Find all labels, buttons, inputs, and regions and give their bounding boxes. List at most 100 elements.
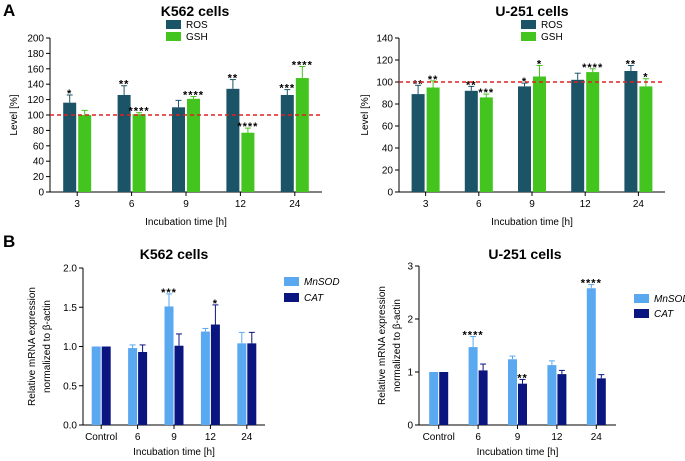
significance-marker: * — [213, 298, 218, 310]
legend-label-mnsod: MnSOD — [654, 294, 685, 305]
bar-gsh-24 — [639, 86, 653, 192]
x-tick-label: 12 — [205, 432, 217, 443]
legend-label-ros: ROS — [186, 20, 208, 31]
bar-ros-24 — [280, 94, 294, 192]
significance-marker: **** — [463, 329, 484, 341]
y-tick-label: 2 — [407, 315, 413, 326]
significance-marker: **** — [292, 59, 313, 71]
x-tick-label: 9 — [515, 432, 521, 443]
y-tick-label: 20 — [33, 172, 45, 183]
x-axis-label: Incubation time [h] — [145, 217, 227, 228]
significance-marker: ** — [626, 59, 637, 71]
x-tick-label: Control — [423, 432, 455, 443]
x-axis-label: Incubation time [h] — [133, 447, 215, 458]
bar-mnsod-6 — [128, 348, 138, 425]
bar-mnsod-12 — [200, 331, 210, 425]
bar-mnsod-9 — [508, 359, 517, 425]
bar-ros-24 — [624, 71, 638, 192]
bar-gsh-3 — [426, 87, 440, 192]
y-axis-label: Relative mRNA expression — [377, 286, 388, 405]
y-tick-label: 60 — [382, 122, 394, 133]
legend-swatch-gsh — [166, 32, 181, 41]
legend-label-gsh: GSH — [186, 32, 208, 43]
y-axis-label: Level [%] — [9, 94, 20, 135]
significance-marker: ** — [413, 78, 424, 90]
bar-cat-24 — [247, 343, 257, 425]
significance-marker: ** — [466, 79, 477, 91]
bar-cat-6 — [478, 370, 488, 425]
y-tick-label: 180 — [27, 49, 44, 60]
chart-k562-mrna: K562 cells 0.0 0.5 1.0 1.5 2.0 Relative mRNA e… — [27, 246, 340, 458]
bar-ros-12 — [226, 88, 240, 192]
bar-cat-6 — [138, 351, 148, 425]
y-tick-label: 200 — [27, 34, 44, 45]
y-tick-label: 80 — [33, 126, 45, 137]
x-tick-label: 9 — [183, 199, 189, 210]
significance-marker: **** — [581, 278, 602, 290]
bar-gsh-24 — [295, 78, 309, 192]
bar-gsh-12 — [586, 72, 600, 192]
x-axis-label: Incubation time [h] — [477, 447, 559, 458]
y-axis-label: normalized to β-actin — [42, 300, 53, 393]
x-tick-label: 3 — [423, 199, 429, 210]
legend-label-cat: CAT — [654, 309, 674, 320]
y-tick-label: 20 — [382, 166, 394, 177]
bar-mnsod-control — [429, 372, 439, 425]
bar-ros-6 — [464, 90, 478, 192]
panel-letter-b: B — [3, 232, 15, 251]
y-axis-label: normalized to β-actin — [392, 299, 403, 392]
significance-marker: ** — [119, 79, 130, 91]
significance-marker: ** — [228, 73, 239, 85]
y-tick-label: 0 — [407, 421, 413, 432]
bar-ros-12 — [571, 79, 585, 192]
y-tick-label: 3 — [407, 262, 413, 273]
y-tick-label: 100 — [376, 78, 393, 89]
y-axis-label: Level [%] — [360, 94, 371, 135]
bar-gsh-9 — [533, 76, 546, 192]
bar-gsh-9 — [187, 98, 200, 192]
bar-cat-12 — [210, 324, 220, 425]
bar-mnsod-control — [91, 346, 101, 425]
x-tick-label: 12 — [580, 199, 592, 210]
x-tick-label: 6 — [129, 199, 135, 210]
y-tick-label: 100 — [27, 111, 44, 122]
bar-gsh-12 — [241, 132, 255, 192]
y-tick-label: 0 — [38, 188, 44, 199]
y-tick-label: 2.0 — [63, 264, 77, 275]
bar-mnsod-9 — [164, 306, 174, 425]
x-tick-label: 9 — [171, 432, 177, 443]
chart-title: K562 cells — [161, 3, 230, 19]
significance-marker: *** — [161, 287, 177, 299]
chart-title: U-251 cells — [488, 246, 561, 262]
significance-marker: ** — [517, 372, 528, 384]
x-tick-label: 24 — [241, 432, 253, 443]
significance-marker: ** — [428, 74, 439, 86]
x-axis-label: Incubation time [h] — [491, 217, 573, 228]
significance-marker: * — [537, 59, 542, 71]
chart-title: K562 cells — [140, 246, 209, 262]
x-tick-label: 6 — [476, 199, 482, 210]
chart-u251-ros-gsh: U-251 cells 0 20 40 60 80 100 120 140 Level [%] In… — [360, 3, 665, 228]
significance-marker: *** — [478, 87, 494, 99]
legend-label-cat: CAT — [304, 293, 324, 304]
y-tick-label: 140 — [27, 80, 44, 91]
bar-ros-9 — [172, 107, 185, 192]
panel-letter-a: A — [3, 1, 15, 20]
bar-cat-control — [439, 372, 449, 425]
significance-marker: * — [67, 88, 72, 100]
bar-mnsod-6 — [468, 347, 478, 425]
legend-swatch-mnsod — [284, 277, 299, 286]
bar-mnsod-24 — [586, 288, 596, 425]
legend-swatch-mnsod — [634, 294, 649, 303]
chart-u251-mrna: U-251 cells 0 12 3 Relative mRNA expression n… — [377, 246, 685, 458]
x-tick-label: 12 — [551, 432, 563, 443]
significance-marker: **** — [237, 121, 258, 133]
legend-swatch-cat — [284, 293, 299, 302]
x-tick-label: 6 — [135, 432, 141, 443]
bar-cat-12 — [557, 374, 567, 425]
bar-gsh-3 — [78, 115, 92, 192]
significance-marker: * — [522, 76, 527, 88]
y-tick-label: 40 — [33, 157, 45, 168]
x-tick-label: 6 — [475, 432, 481, 443]
y-tick-label: 60 — [33, 141, 45, 152]
